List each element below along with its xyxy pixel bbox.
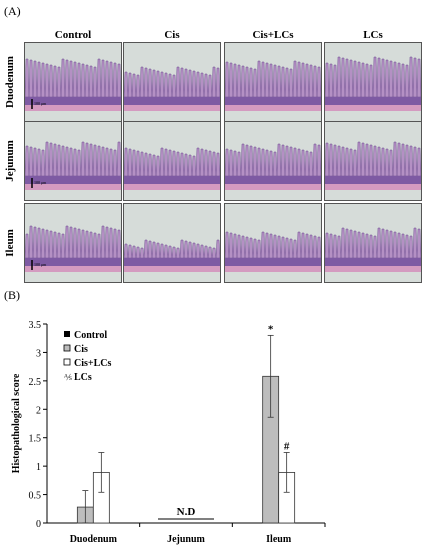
scale-bar-label: 100 μm [34, 180, 47, 185]
y-tick-label: 0.5 [29, 491, 42, 502]
micrograph-duodenum-control: 100 μm [24, 42, 122, 122]
column-header-cis-lcs: Cis+LCs [252, 29, 294, 41]
panel-b-label: (B) [4, 288, 20, 302]
legend-entry: Control [74, 330, 107, 341]
annotation-significance: * [268, 323, 274, 335]
legend-entry: Cis [74, 344, 88, 355]
y-tick-label: 1 [36, 462, 41, 473]
micrograph-jejunum-cis-lcs [224, 121, 322, 201]
x-tick-label: Jejunum [167, 534, 205, 545]
histopathology-bar-chart: 0 0.5 1 1.5 2 2.5 3 3.5 Histopathological score D… [11, 320, 326, 545]
annotation-significance: # [284, 440, 290, 452]
micrograph-duodenum-cis [123, 42, 221, 122]
y-tick-label: 2.5 [29, 377, 42, 388]
scale-bar-label: 100 μm [34, 262, 47, 267]
micrograph-ileum-control: 100 μm [24, 203, 122, 283]
y-tick-label: 2 [36, 405, 41, 416]
y-tick-label: 3.5 [29, 320, 42, 331]
annotation-nd: N.D [177, 506, 196, 518]
micrograph-jejunum-lcs [324, 121, 422, 201]
row-header-jejunum: Jejunum [0, 121, 20, 201]
row-header-label: Jejunum [4, 140, 16, 182]
row-header-label: Ileum [4, 229, 16, 257]
y-tick-label: 0 [36, 519, 41, 530]
y-tick-label: 3 [36, 348, 41, 359]
x-tick-label: Ileum [266, 534, 292, 545]
micrograph-ileum-lcs [324, 203, 422, 283]
legend-entry: LCs [74, 372, 92, 383]
y-axis-label: Histopathological score [11, 373, 22, 473]
legend-entry: Cis+LCs [74, 358, 111, 369]
legend-swatch-lcs: ⅍ [64, 372, 72, 382]
row-header-duodenum: Duodenum [0, 42, 20, 122]
micrograph-duodenum-lcs [324, 42, 422, 122]
column-header-lcs: LCs [363, 29, 383, 41]
micrograph-jejunum-control: 100 μm [24, 121, 122, 201]
panel-a-label: (A) [4, 4, 21, 18]
column-header-control: Control [54, 29, 92, 41]
legend-swatch-cis [63, 344, 71, 352]
y-tick-label: 1.5 [29, 434, 42, 445]
legend-swatch-cis-lcs [63, 358, 71, 366]
legend-swatch-control [64, 331, 70, 337]
micrograph-duodenum-cis-lcs [224, 42, 322, 122]
row-header-label: Duodenum [4, 56, 16, 108]
micrograph-jejunum-cis [123, 121, 221, 201]
column-header-cis: Cis [164, 29, 180, 41]
row-header-ileum: Ileum [0, 203, 20, 283]
scale-bar-label: 100 μm [34, 101, 47, 106]
micrograph-ileum-cis-lcs [224, 203, 322, 283]
micrograph-ileum-cis [123, 203, 221, 283]
x-tick-label: Duodenum [70, 534, 118, 545]
